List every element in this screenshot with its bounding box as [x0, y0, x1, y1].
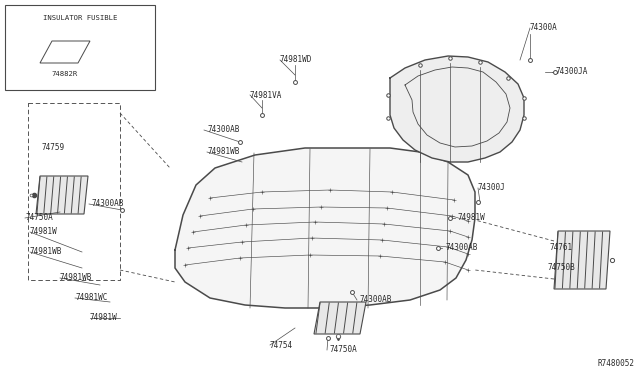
- Text: R7480052: R7480052: [598, 359, 635, 368]
- Polygon shape: [5, 5, 155, 90]
- Text: 74981WB: 74981WB: [30, 247, 62, 257]
- Polygon shape: [36, 176, 88, 214]
- Text: 74981WC: 74981WC: [75, 294, 108, 302]
- Text: 74761: 74761: [550, 244, 573, 253]
- Text: 74300JA: 74300JA: [555, 67, 588, 77]
- Text: 74300AB: 74300AB: [445, 244, 477, 253]
- Text: 74300A: 74300A: [530, 23, 557, 32]
- Text: 74981W: 74981W: [90, 314, 118, 323]
- Text: 74300AB: 74300AB: [92, 199, 124, 208]
- Text: 74300AB: 74300AB: [360, 295, 392, 305]
- Text: 74882R: 74882R: [52, 71, 78, 77]
- Polygon shape: [175, 148, 475, 308]
- Polygon shape: [314, 302, 366, 334]
- Polygon shape: [390, 56, 524, 162]
- Text: 74981W: 74981W: [458, 214, 486, 222]
- Text: 74750A: 74750A: [25, 214, 52, 222]
- Text: 74754: 74754: [270, 340, 293, 350]
- Text: 74981WB: 74981WB: [207, 148, 239, 157]
- Text: 74981W: 74981W: [30, 228, 58, 237]
- Text: INSULATOR FUSIBLE: INSULATOR FUSIBLE: [43, 15, 117, 21]
- Text: 74981VA: 74981VA: [250, 90, 282, 99]
- Text: 74300AB: 74300AB: [207, 125, 239, 135]
- Text: 74300J: 74300J: [478, 183, 506, 192]
- Text: 74750B: 74750B: [548, 263, 576, 273]
- Text: 74759: 74759: [42, 144, 65, 153]
- Text: 74981WB: 74981WB: [60, 273, 92, 282]
- Polygon shape: [554, 231, 610, 289]
- Text: 74981WD: 74981WD: [280, 55, 312, 64]
- Text: 74750A: 74750A: [330, 346, 358, 355]
